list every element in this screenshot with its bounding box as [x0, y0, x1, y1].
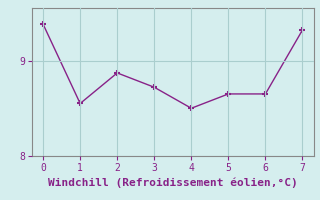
- X-axis label: Windchill (Refroidissement éolien,°C): Windchill (Refroidissement éolien,°C): [48, 177, 298, 188]
